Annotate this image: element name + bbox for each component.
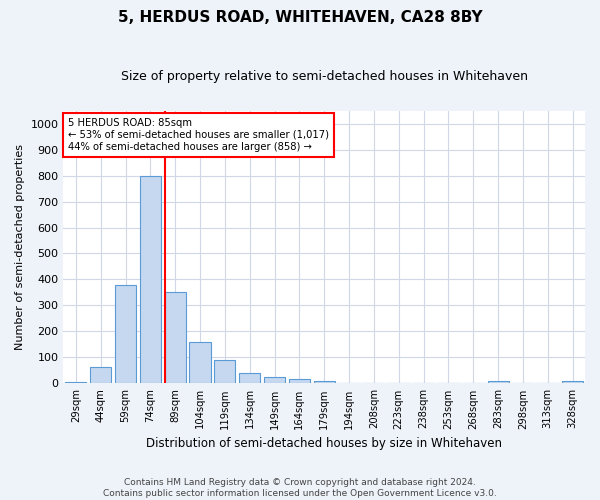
Bar (164, 292, 186, 384)
Bar (289, 379, 310, 384)
Bar (562, 381, 583, 384)
Bar (364, 383, 385, 384)
Bar (512, 383, 533, 384)
Text: 5, HERDUS ROAD, WHITEHAVEN, CA28 8BY: 5, HERDUS ROAD, WHITEHAVEN, CA28 8BY (118, 10, 482, 25)
Bar (214, 360, 235, 384)
Text: 5 HERDUS ROAD: 85sqm
← 53% of semi-detached houses are smaller (1,017)
44% of se: 5 HERDUS ROAD: 85sqm ← 53% of semi-detac… (68, 118, 329, 152)
Bar (488, 381, 509, 384)
Bar (463, 383, 484, 384)
Bar (190, 342, 211, 384)
Bar (90, 366, 111, 384)
Text: Contains HM Land Registry data © Crown copyright and database right 2024.
Contai: Contains HM Land Registry data © Crown c… (103, 478, 497, 498)
Bar (264, 377, 285, 384)
Bar (338, 383, 359, 384)
Bar (140, 176, 161, 384)
Bar (239, 372, 260, 384)
Bar (537, 383, 558, 384)
Y-axis label: Number of semi-detached properties: Number of semi-detached properties (15, 144, 25, 350)
Bar (314, 381, 335, 384)
Bar (115, 284, 136, 384)
Bar (388, 383, 409, 384)
Bar (438, 383, 459, 384)
Bar (413, 383, 434, 384)
Bar (65, 382, 86, 384)
X-axis label: Distribution of semi-detached houses by size in Whitehaven: Distribution of semi-detached houses by … (146, 437, 502, 450)
Title: Size of property relative to semi-detached houses in Whitehaven: Size of property relative to semi-detach… (121, 70, 528, 83)
